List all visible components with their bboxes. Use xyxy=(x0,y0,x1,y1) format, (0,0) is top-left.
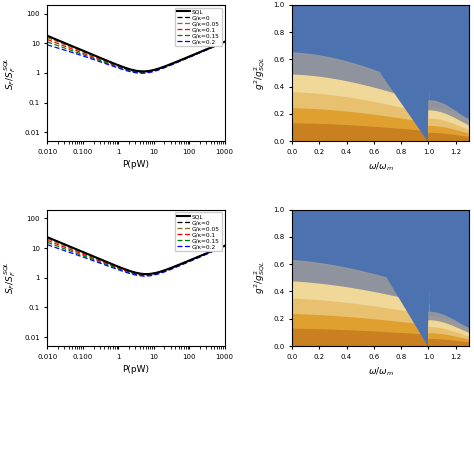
X-axis label: $\omega/\omega_m$: $\omega/\omega_m$ xyxy=(368,160,393,173)
Y-axis label: $S_F / S_F^{SQL}$: $S_F / S_F^{SQL}$ xyxy=(3,261,18,294)
X-axis label: $\omega/\omega_m$: $\omega/\omega_m$ xyxy=(368,365,393,378)
Legend: SQL, G/κ=0, G/κ=0.05, G/κ=0.1, G/κ=0.15, G/κ=0.2: SQL, G/κ=0, G/κ=0.05, G/κ=0.1, G/κ=0.15,… xyxy=(175,212,222,251)
Y-axis label: $g^2/g^2_{SQL}$: $g^2/g^2_{SQL}$ xyxy=(252,56,267,90)
Y-axis label: $S_F / S_F^{SQL}$: $S_F / S_F^{SQL}$ xyxy=(3,56,18,90)
Y-axis label: $g^2/g^2_{SQL}$: $g^2/g^2_{SQL}$ xyxy=(252,261,267,294)
X-axis label: P(pW): P(pW) xyxy=(122,160,149,169)
Legend: SQL, G/κ=0, G/κ=0.05, G/κ=0.1, G/κ=0.15, G/κ=0.2: SQL, G/κ=0, G/κ=0.05, G/κ=0.1, G/κ=0.15,… xyxy=(175,8,222,46)
X-axis label: P(pW): P(pW) xyxy=(122,365,149,374)
